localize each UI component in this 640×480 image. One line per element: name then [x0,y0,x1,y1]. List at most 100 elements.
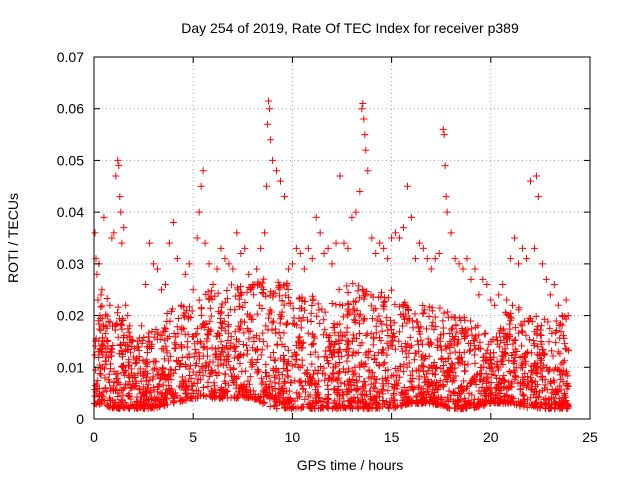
roti-peak-point [361,131,369,139]
roti-point [472,381,480,389]
roti-point [96,369,104,377]
roti-point [419,351,427,359]
roti-point [332,389,340,397]
roti-point [532,368,540,376]
roti-point [534,343,542,351]
roti-point [552,327,560,335]
roti-peak-point [435,250,443,258]
roti-point [436,377,444,385]
roti-point [308,380,316,388]
roti-point [297,324,305,332]
roti-point [355,294,363,302]
roti-point [377,337,385,345]
roti-point [497,327,505,335]
roti-point [493,374,501,382]
roti-peak-point [245,270,253,278]
roti-point [345,300,353,308]
roti-peak-point [284,265,292,273]
roti-point [248,360,256,368]
roti-point [116,340,124,348]
roti-point [277,315,285,323]
roti-point [419,302,427,310]
roti-point [189,332,197,340]
roti-point [548,330,556,338]
roti-point [563,345,571,353]
roti-peak-point [193,234,201,242]
roti-point [429,318,437,326]
roti-point [564,382,572,390]
roti-point [373,404,381,412]
roti-point [252,359,260,367]
roti-point [527,386,535,394]
roti-point [557,320,565,328]
roti-peak-point [532,172,540,180]
roti-point [306,399,314,407]
roti-point [98,363,106,371]
roti-point [146,403,154,411]
roti-point [154,370,162,378]
roti-peak-point [94,296,102,304]
roti-point [440,330,447,338]
roti-point [390,397,398,405]
roti-point [512,364,520,372]
roti-peak-point [542,275,550,283]
roti-point [206,317,214,325]
roti-point [227,333,235,341]
roti-point [290,314,298,322]
roti-point [360,317,368,325]
roti-point [511,368,519,376]
roti-point [230,392,238,400]
roti-point [525,314,533,322]
roti-peak-point [201,239,209,247]
roti-point [186,362,194,370]
roti-point [374,400,382,408]
roti-point [446,395,454,403]
roti-point [500,383,508,391]
roti-point [199,344,207,352]
x-tick-label: 0 [90,429,98,445]
roti-point [190,379,198,387]
roti-point [439,368,447,376]
roti-point [414,318,422,326]
roti-point [204,288,212,296]
roti-peak-point [312,213,320,221]
roti-point [451,314,459,322]
density-cloud [91,275,573,413]
roti-point [411,310,419,318]
roti-peak-point [503,296,511,304]
roti-point [246,393,254,401]
roti-point [367,373,375,381]
roti-point [454,391,462,399]
roti-point [236,303,244,311]
roti-point [555,366,563,374]
roti-point [241,367,249,375]
roti-point [314,300,322,308]
roti-point [304,400,312,408]
roti-point [180,313,188,321]
roti-point [226,306,234,314]
roti-point [192,387,200,395]
roti-peak-point [221,255,229,263]
roti-point [374,293,382,301]
roti-point [105,317,113,325]
roti-point [527,367,535,375]
roti-peak-point [292,244,300,252]
roti-point [410,356,418,364]
x-tick-label: 20 [483,429,499,445]
roti-point [481,387,489,395]
roti-point [401,394,409,402]
roti-peak-point [249,281,257,289]
roti-point [550,367,558,375]
roti-point [425,313,433,321]
roti-point [277,354,285,362]
roti-point [269,317,277,325]
roti-point [275,380,283,388]
roti-point [522,357,530,365]
roti-peak-point [440,131,448,139]
roti-point [267,391,275,399]
roti-point [278,297,286,305]
roti-point [356,330,364,338]
roti-point [170,392,178,400]
roti-point [314,353,322,361]
